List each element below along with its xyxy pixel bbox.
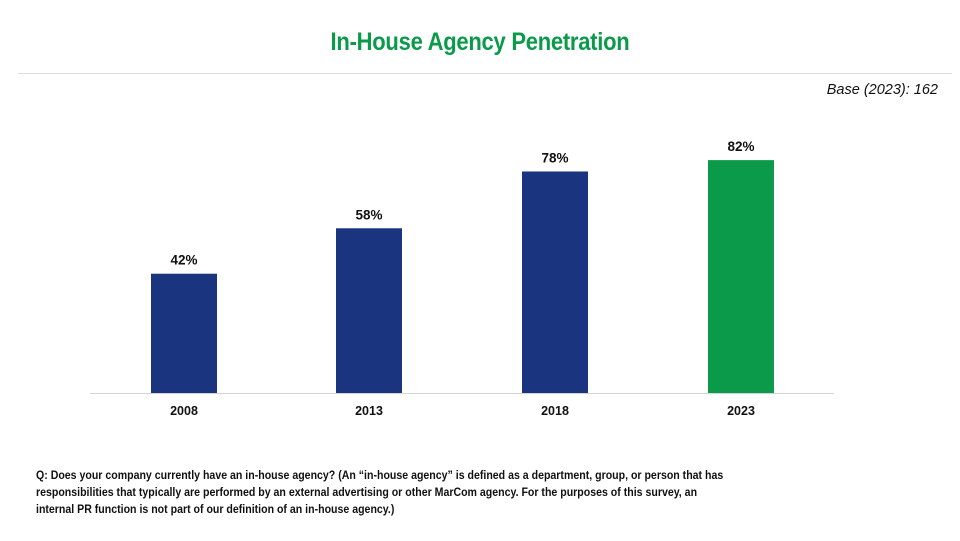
x-tick-label-2018: 2018	[541, 404, 569, 418]
data-label-2008: 42%	[170, 253, 197, 268]
bar-2013	[336, 228, 402, 393]
survey-question-footnote: Q: Does your company currently have an i…	[36, 470, 724, 516]
title-divider	[18, 73, 952, 74]
x-tick-label-2023: 2023	[727, 404, 755, 418]
chart-title: In-House Agency Penetration	[330, 28, 630, 56]
data-label-2023: 82%	[727, 139, 754, 154]
x-tick-label-2008: 2008	[170, 404, 198, 418]
base-note: Base (2023): 162	[826, 82, 938, 98]
x-tick-label-2013: 2013	[355, 404, 383, 418]
bar-2008	[151, 273, 217, 393]
data-label-2018: 78%	[541, 150, 568, 165]
bar-2023	[708, 160, 774, 393]
bar-2018	[522, 171, 588, 393]
data-label-2013: 58%	[355, 207, 382, 222]
